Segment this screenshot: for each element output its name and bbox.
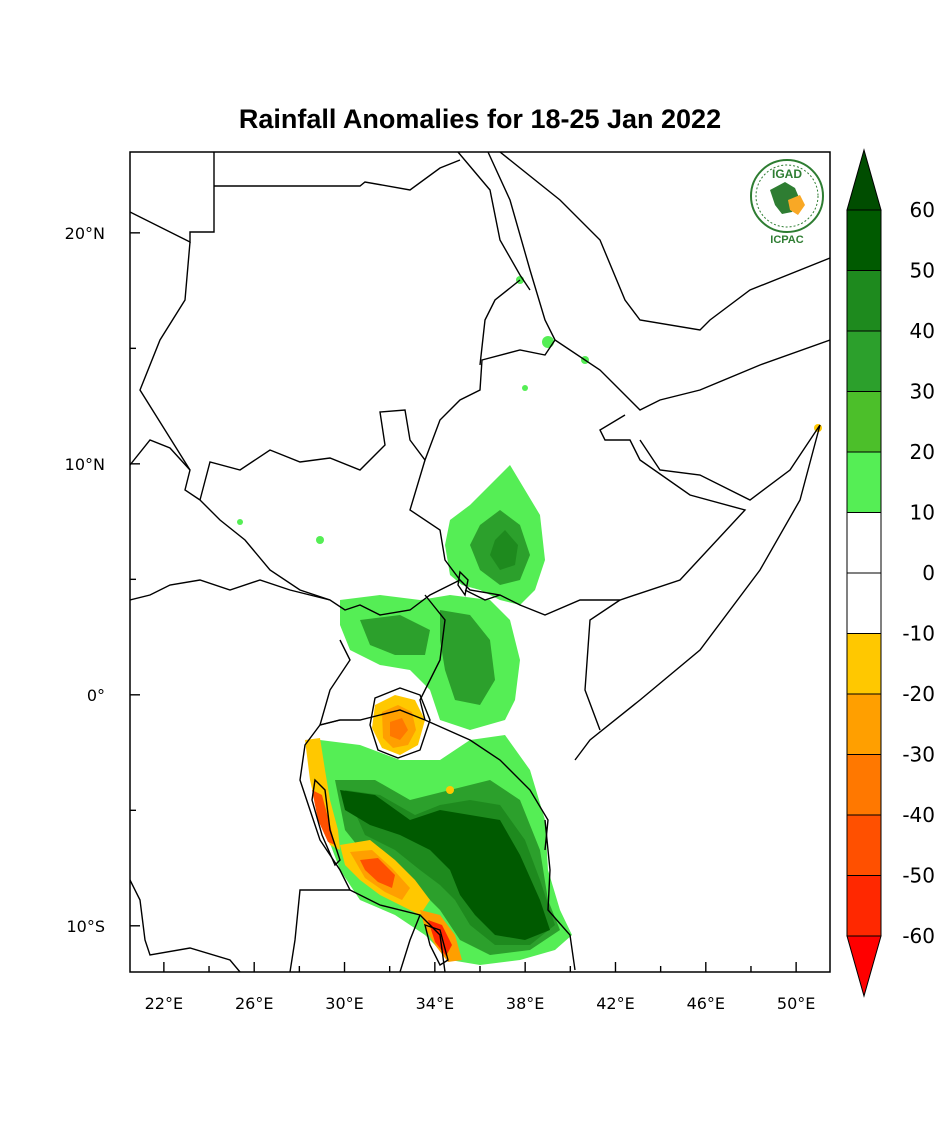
colorbar-level-label: -50 [902, 864, 935, 888]
map-title: Rainfall Anomalies for 18-25 Jan 2022 [238, 104, 722, 134]
colorbar-segment [846, 330, 882, 392]
colorbar-level-label: 40 [910, 319, 935, 343]
anomaly-field [237, 276, 822, 965]
lat-tick-label: 0° [87, 686, 105, 705]
lon-tick-label: 26°E [235, 994, 273, 1013]
lat-tick-label: 10°N [65, 455, 105, 474]
colorbar-segment [846, 512, 882, 574]
axis-ticks: 22°E 26°E 30°E 34°E 38°E 42°E 46°E 50°E 20°N 10°N… [65, 224, 816, 1013]
colorbar-level-label: -60 [902, 924, 935, 948]
lon-tick-label: 42°E [596, 994, 634, 1013]
colorbar-segment [846, 633, 882, 695]
colorbar-level-label: -30 [902, 743, 935, 767]
colorbar-level-label: -40 [902, 803, 935, 827]
logo-top-text: IGAD [772, 167, 802, 181]
colorbar-level-label: 50 [910, 259, 935, 283]
wet-core-tanzania [340, 790, 550, 940]
colorbar-top-arrow [846, 148, 882, 211]
dry-anomaly-tanganyika [305, 738, 340, 850]
colorbar: 60 50 40 30 20 10 0 -10 -20 -30 -40 -50 -60 [846, 148, 935, 998]
colorbar-level-label: -20 [902, 682, 935, 706]
colorbar-bottom-arrow [846, 935, 882, 998]
lat-tick-label: 10°S [66, 917, 105, 936]
colorbar-segment [846, 209, 882, 271]
logo-bottom-text: ICPAC [770, 234, 803, 246]
lon-tick-label: 46°E [687, 994, 725, 1013]
colorbar-segment [846, 693, 882, 755]
colorbar-level-label: 60 [910, 198, 935, 222]
colorbar-level-label: 0 [922, 561, 935, 585]
lon-tick-label: 30°E [325, 994, 363, 1013]
colorbar-segment [846, 754, 882, 816]
lon-tick-label: 38°E [506, 994, 544, 1013]
lon-tick-label: 22°E [145, 994, 183, 1013]
lon-tick-label: 34°E [416, 994, 454, 1013]
colorbar-segment [846, 572, 882, 634]
wet-anomaly-uganda [340, 595, 520, 730]
colorbar-segment [846, 875, 882, 937]
colorbar-segment [846, 270, 882, 332]
colorbar-level-label: 30 [910, 380, 935, 404]
lon-tick-label: 50°E [777, 994, 815, 1013]
country-borders [130, 152, 830, 972]
colorbar-level-label: -10 [902, 622, 935, 646]
colorbar-segment [846, 814, 882, 876]
colorbar-level-label: 20 [910, 440, 935, 464]
icpac-logo: IGAD ICPAC [750, 159, 824, 246]
lat-tick-label: 20°N [65, 224, 105, 243]
colorbar-segment [846, 451, 882, 513]
colorbar-segment [846, 391, 882, 453]
colorbar-level-label: 10 [910, 501, 935, 525]
